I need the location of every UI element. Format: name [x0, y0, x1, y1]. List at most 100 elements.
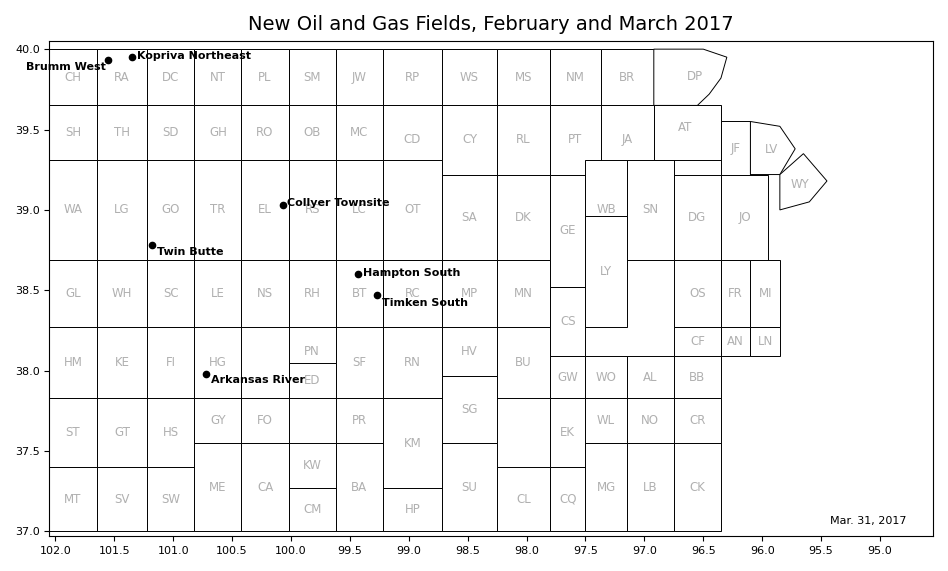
Bar — [242, 260, 288, 327]
Bar — [674, 175, 720, 260]
Text: AN: AN — [727, 335, 744, 348]
Text: LB: LB — [643, 481, 658, 494]
Bar — [550, 49, 601, 106]
Text: MP: MP — [461, 287, 478, 300]
Text: CH: CH — [64, 71, 82, 84]
Bar — [442, 327, 497, 376]
Bar — [674, 356, 720, 398]
Text: SG: SG — [461, 403, 478, 416]
Bar — [497, 467, 550, 532]
Text: RS: RS — [304, 203, 319, 216]
Bar — [336, 443, 383, 532]
Bar — [497, 260, 550, 327]
Text: DP: DP — [687, 70, 703, 83]
Bar — [627, 443, 674, 532]
Bar — [550, 398, 586, 467]
Bar — [720, 175, 768, 260]
Bar — [442, 260, 497, 327]
Text: SF: SF — [353, 356, 366, 369]
Text: WH: WH — [112, 287, 132, 300]
Text: WO: WO — [595, 371, 616, 384]
Bar — [97, 160, 147, 260]
Bar — [336, 160, 383, 260]
Text: CL: CL — [517, 493, 531, 506]
Text: WB: WB — [596, 203, 616, 216]
Text: OS: OS — [689, 287, 705, 300]
Text: RL: RL — [517, 134, 531, 147]
Bar — [336, 106, 383, 160]
Bar — [383, 260, 442, 327]
Text: KE: KE — [115, 356, 130, 369]
Text: Twin Butte: Twin Butte — [156, 247, 223, 257]
Bar — [242, 106, 288, 160]
Text: CK: CK — [689, 481, 705, 494]
Bar — [442, 443, 497, 532]
Text: FR: FR — [728, 287, 743, 300]
Bar — [550, 287, 586, 356]
Bar — [194, 106, 242, 160]
Bar — [383, 327, 442, 398]
Text: CR: CR — [689, 414, 705, 427]
Text: SD: SD — [162, 126, 179, 139]
Text: GT: GT — [114, 426, 130, 439]
Text: CS: CS — [560, 315, 575, 328]
Text: WS: WS — [460, 71, 479, 84]
Bar — [194, 443, 242, 532]
Text: GE: GE — [559, 224, 576, 238]
Text: LC: LC — [352, 203, 367, 216]
Bar — [383, 160, 442, 260]
Text: MN: MN — [514, 287, 533, 300]
Text: RH: RH — [303, 287, 320, 300]
Bar — [49, 160, 97, 260]
Bar — [383, 488, 442, 532]
Text: BU: BU — [516, 356, 532, 369]
Text: SW: SW — [161, 493, 180, 506]
Text: MS: MS — [515, 71, 533, 84]
Bar — [194, 327, 242, 398]
Bar — [288, 488, 336, 532]
Text: CQ: CQ — [559, 493, 576, 506]
Bar — [49, 49, 97, 106]
Text: LY: LY — [600, 266, 612, 278]
Text: AT: AT — [678, 121, 692, 134]
Text: GL: GL — [65, 287, 81, 300]
Text: KW: KW — [302, 459, 321, 472]
Bar — [49, 106, 97, 160]
Bar — [674, 260, 720, 327]
Text: RN: RN — [404, 356, 421, 369]
Bar — [586, 356, 627, 398]
Text: RA: RA — [114, 71, 130, 84]
Bar — [97, 49, 147, 106]
Text: JF: JF — [731, 142, 740, 155]
Text: SV: SV — [114, 493, 130, 506]
Bar — [550, 106, 601, 175]
Text: CM: CM — [303, 503, 321, 516]
Text: PN: PN — [304, 345, 320, 358]
Bar — [720, 327, 751, 356]
Text: TR: TR — [210, 203, 226, 216]
Bar — [674, 443, 720, 532]
Bar — [242, 160, 288, 260]
Bar — [194, 398, 242, 443]
Bar — [147, 398, 194, 467]
Text: MT: MT — [64, 493, 82, 506]
Text: GH: GH — [209, 126, 227, 139]
Title: New Oil and Gas Fields, February and March 2017: New Oil and Gas Fields, February and Mar… — [248, 15, 734, 34]
Text: ST: ST — [65, 426, 81, 439]
Bar — [586, 443, 627, 532]
Text: HV: HV — [461, 345, 478, 358]
Bar — [97, 467, 147, 532]
Bar — [383, 106, 442, 175]
Text: FO: FO — [257, 414, 273, 427]
Text: LV: LV — [764, 143, 777, 156]
Text: DK: DK — [516, 211, 532, 224]
Bar — [97, 398, 147, 467]
Bar — [336, 398, 383, 443]
Bar — [550, 356, 586, 398]
Bar — [336, 260, 383, 327]
Text: NT: NT — [210, 71, 226, 84]
Bar — [288, 443, 336, 488]
Bar — [147, 106, 194, 160]
Bar — [383, 398, 442, 488]
Bar — [49, 467, 97, 532]
